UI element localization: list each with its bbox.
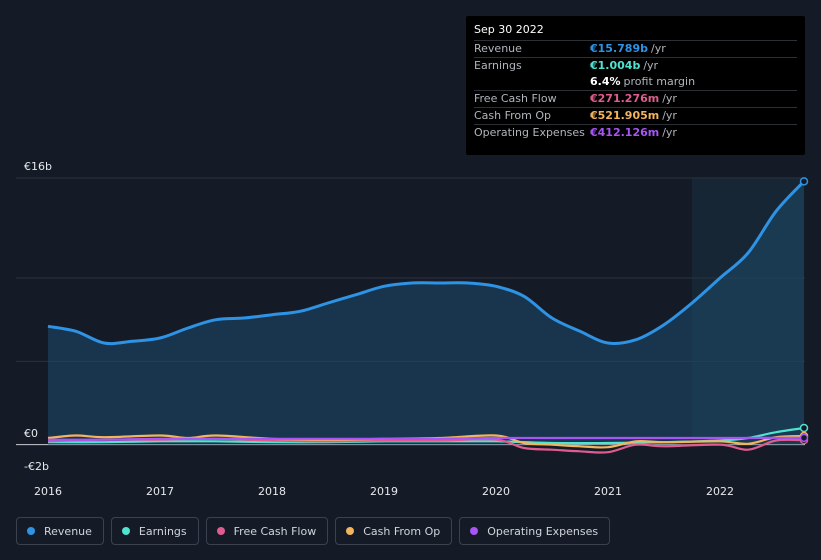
legend-item-operating-expenses[interactable]: Operating Expenses — [459, 517, 611, 545]
tooltip-label: Earnings — [474, 59, 522, 72]
legend-item-free-cash-flow[interactable]: Free Cash Flow — [205, 517, 329, 545]
earnings-end-point — [799, 423, 809, 433]
tooltip-date: Sep 30 2022 — [474, 23, 544, 36]
y-tick-label-top: €16b — [24, 160, 52, 173]
legend-label: Operating Expenses — [487, 524, 599, 538]
tooltip-row-earnings: Earnings €1.004b /yr — [474, 57, 797, 74]
operating-expenses-end-point — [799, 433, 809, 443]
tooltip-unit: /yr — [650, 42, 666, 55]
x-tick-label: 2022 — [706, 485, 734, 498]
tooltip-value: €1.004b — [590, 59, 641, 72]
tooltip-label — [474, 74, 590, 90]
tooltip-value: €271.276m — [590, 92, 660, 105]
legend-dot-icon — [27, 527, 35, 535]
tooltip-label: Free Cash Flow — [474, 92, 557, 105]
y-tick-label-bottom: -€2b — [24, 460, 49, 473]
tooltip-value: 6.4% — [590, 75, 621, 88]
legend-item-revenue[interactable]: Revenue — [16, 517, 104, 545]
tooltip-unit: /yr — [643, 59, 659, 72]
tooltip-label: Revenue — [474, 42, 522, 55]
legend-dot-icon — [121, 527, 130, 535]
legend-item-earnings[interactable]: Earnings — [110, 517, 199, 545]
tooltip-label: Operating Expenses — [474, 126, 585, 139]
legend-dot-icon — [216, 527, 225, 535]
x-tick-label: 2021 — [594, 485, 622, 498]
revenue-area-fill — [48, 181, 804, 445]
legend-label: Revenue — [44, 524, 92, 538]
tooltip-value: €412.126m — [590, 126, 660, 139]
x-tick-label: 2017 — [146, 485, 174, 498]
operating-expenses-line — [47, 436, 804, 441]
tooltip-label: Cash From Op — [474, 109, 552, 122]
y-tick-label-zero: €0 — [24, 427, 38, 440]
tooltip-row-cash-from-op: Cash From Op €521.905m /yr — [474, 107, 797, 124]
earnings-line — [47, 426, 805, 445]
tooltip-unit: /yr — [662, 126, 677, 139]
x-tick-label: 2020 — [482, 485, 510, 498]
tooltip-row-free-cash-flow: Free Cash Flow €271.276m /yr — [474, 90, 797, 107]
legend-label: Earnings — [138, 524, 187, 538]
series-lines — [47, 180, 806, 454]
data-tooltip: Sep 30 2022 Revenue €15.789b /yr Earning… — [466, 16, 805, 155]
legend-label: Cash From Op — [363, 524, 441, 538]
tooltip-row-profit-margin: 6.4% profit margin — [474, 74, 797, 90]
tooltip-value: €521.905m — [590, 109, 660, 122]
tooltip-value: €15.789b — [590, 42, 648, 55]
revenue-line — [47, 180, 806, 346]
tooltip-unit: /yr — [662, 109, 677, 122]
revenue-end-point — [799, 177, 809, 186]
tooltip-unit: profit margin — [623, 75, 696, 88]
series-end-markers — [799, 177, 809, 445]
legend-dot-icon — [470, 527, 479, 535]
x-tick-label: 2019 — [370, 485, 398, 498]
tooltip-row-operating-expenses: Operating Expenses €412.126m /yr — [474, 124, 797, 141]
legend-label: Free Cash Flow — [233, 524, 317, 538]
x-tick-label: 2016 — [34, 485, 62, 498]
legend-item-cash-from-op[interactable]: Cash From Op — [335, 517, 453, 545]
tooltip-row-revenue: Revenue €15.789b /yr — [474, 40, 797, 57]
tooltip-unit: /yr — [662, 92, 677, 105]
cash-from-op-line — [47, 434, 805, 449]
x-tick-label: 2018 — [258, 485, 286, 498]
chart-legend: Revenue Earnings Free Cash Flow Cash Fro… — [16, 517, 617, 545]
legend-dot-icon — [346, 527, 355, 535]
